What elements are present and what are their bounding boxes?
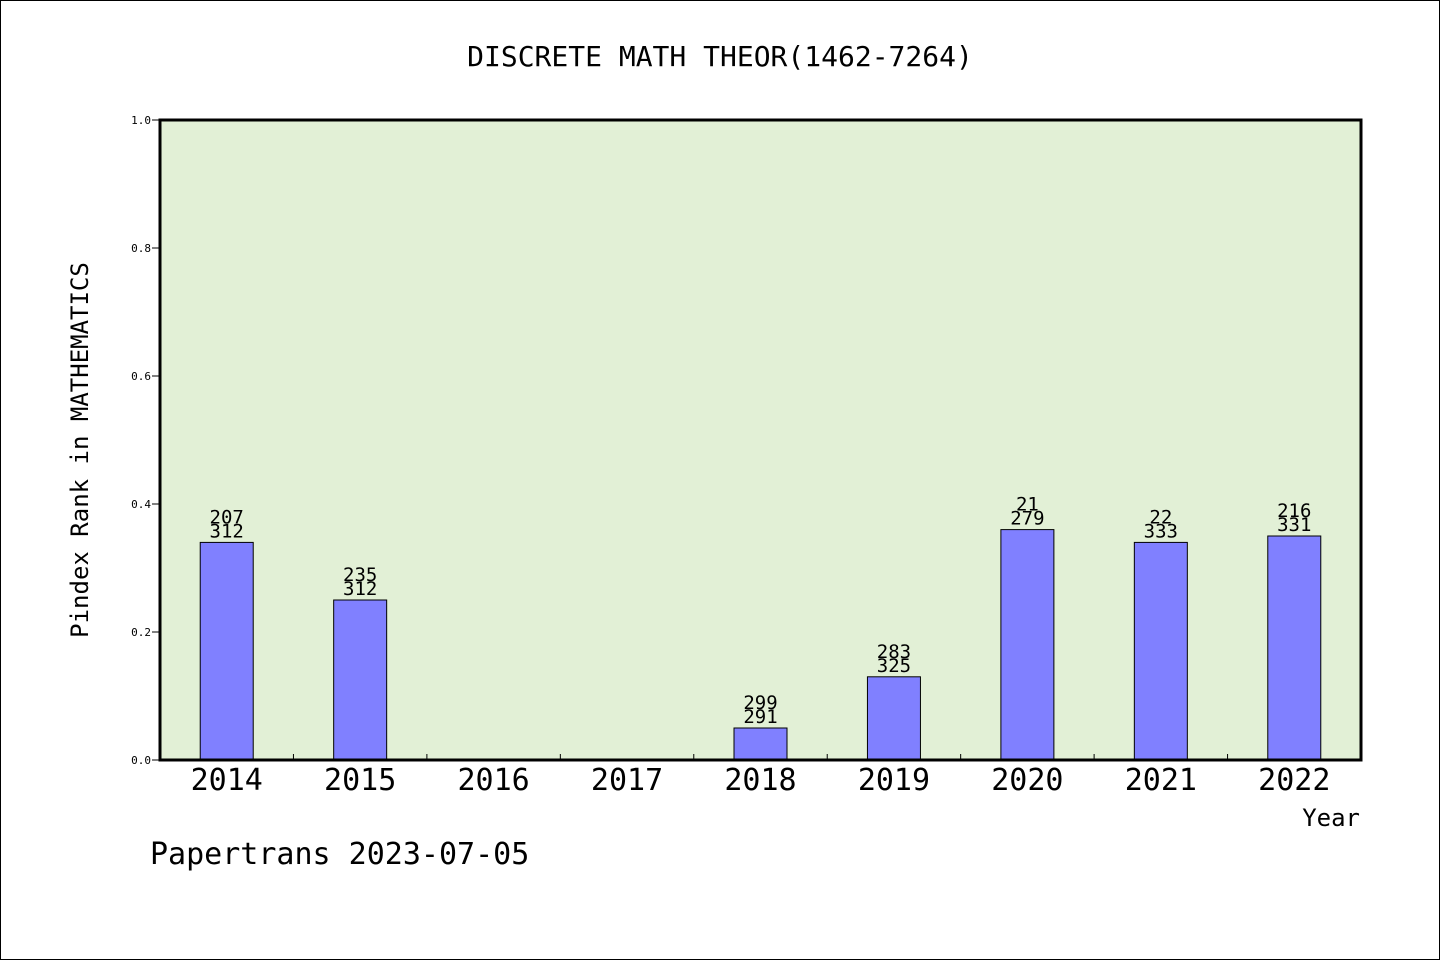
x-tick-label-2022: 2022 bbox=[1258, 763, 1330, 798]
y-tick-label-0.4: 0.4 bbox=[131, 498, 151, 511]
bar-label-top-2014: 207 bbox=[210, 506, 244, 528]
bar-label-top-2021: 22 bbox=[1149, 506, 1172, 528]
y-tick-label-0.2: 0.2 bbox=[131, 626, 151, 639]
y-axis: 0.0 0.2 0.4 0.6 0.8 1.0 bbox=[131, 114, 160, 767]
x-tick-label-2016: 2016 bbox=[457, 763, 529, 798]
bar-label-bottom-2018: 291 bbox=[743, 706, 777, 728]
bar-label-bottom-2020: 279 bbox=[1010, 508, 1044, 530]
footer-credit: Papertrans 2023-07-05 bbox=[150, 837, 529, 872]
y-tick-label-0.6: 0.6 bbox=[131, 370, 151, 383]
y-tick-label-1.0: 1.0 bbox=[131, 114, 151, 127]
x-tick-label-2019: 2019 bbox=[858, 763, 930, 798]
bar-2022 bbox=[1267, 535, 1322, 761]
y-tick-label-0.8: 0.8 bbox=[131, 242, 151, 255]
x-tick-label-2018: 2018 bbox=[724, 763, 796, 798]
x-tick-label-2020: 2020 bbox=[991, 763, 1063, 798]
bar-2018 bbox=[733, 727, 788, 761]
bar-label-bottom-2021: 333 bbox=[1144, 520, 1178, 542]
x-tick-label-2017: 2017 bbox=[591, 763, 663, 798]
bar-label-top-2018: 299 bbox=[743, 692, 777, 714]
bar-2019 bbox=[866, 676, 921, 761]
plot-border bbox=[158, 118, 1363, 762]
x-axis: 2014 2015 2016 2017 2018 2019 2020 2021 2022 bbox=[191, 754, 1330, 798]
bar-2014 bbox=[199, 541, 254, 761]
y-axis-label: Pindex Rank in MATHEMATICS bbox=[66, 262, 94, 638]
x-tick-label-2015: 2015 bbox=[324, 763, 396, 798]
bar-label-bottom-2022: 331 bbox=[1277, 514, 1311, 536]
bar-label-bottom-2019: 325 bbox=[877, 655, 911, 677]
bar-2015 bbox=[333, 599, 388, 761]
bar-label-top-2015: 235 bbox=[343, 564, 377, 586]
x-tick-label-2014: 2014 bbox=[191, 763, 263, 798]
bar-2021 bbox=[1133, 541, 1188, 761]
y-tick-label-0.0: 0.0 bbox=[131, 754, 151, 767]
bar-label-top-2022: 216 bbox=[1277, 500, 1311, 522]
bar-label-top-2020: 21 bbox=[1016, 494, 1039, 516]
bar-2020 bbox=[1000, 529, 1055, 761]
chart-title: DISCRETE MATH THEOR(1462-7264) bbox=[467, 40, 973, 73]
bar-label-bottom-2015: 312 bbox=[343, 578, 377, 600]
bar-label-top-2019: 283 bbox=[877, 641, 911, 663]
x-axis-label: Year bbox=[1302, 804, 1360, 832]
bar-label-bottom-2014: 312 bbox=[210, 520, 244, 542]
x-tick-label-2021: 2021 bbox=[1125, 763, 1197, 798]
bar-series bbox=[199, 529, 1322, 761]
